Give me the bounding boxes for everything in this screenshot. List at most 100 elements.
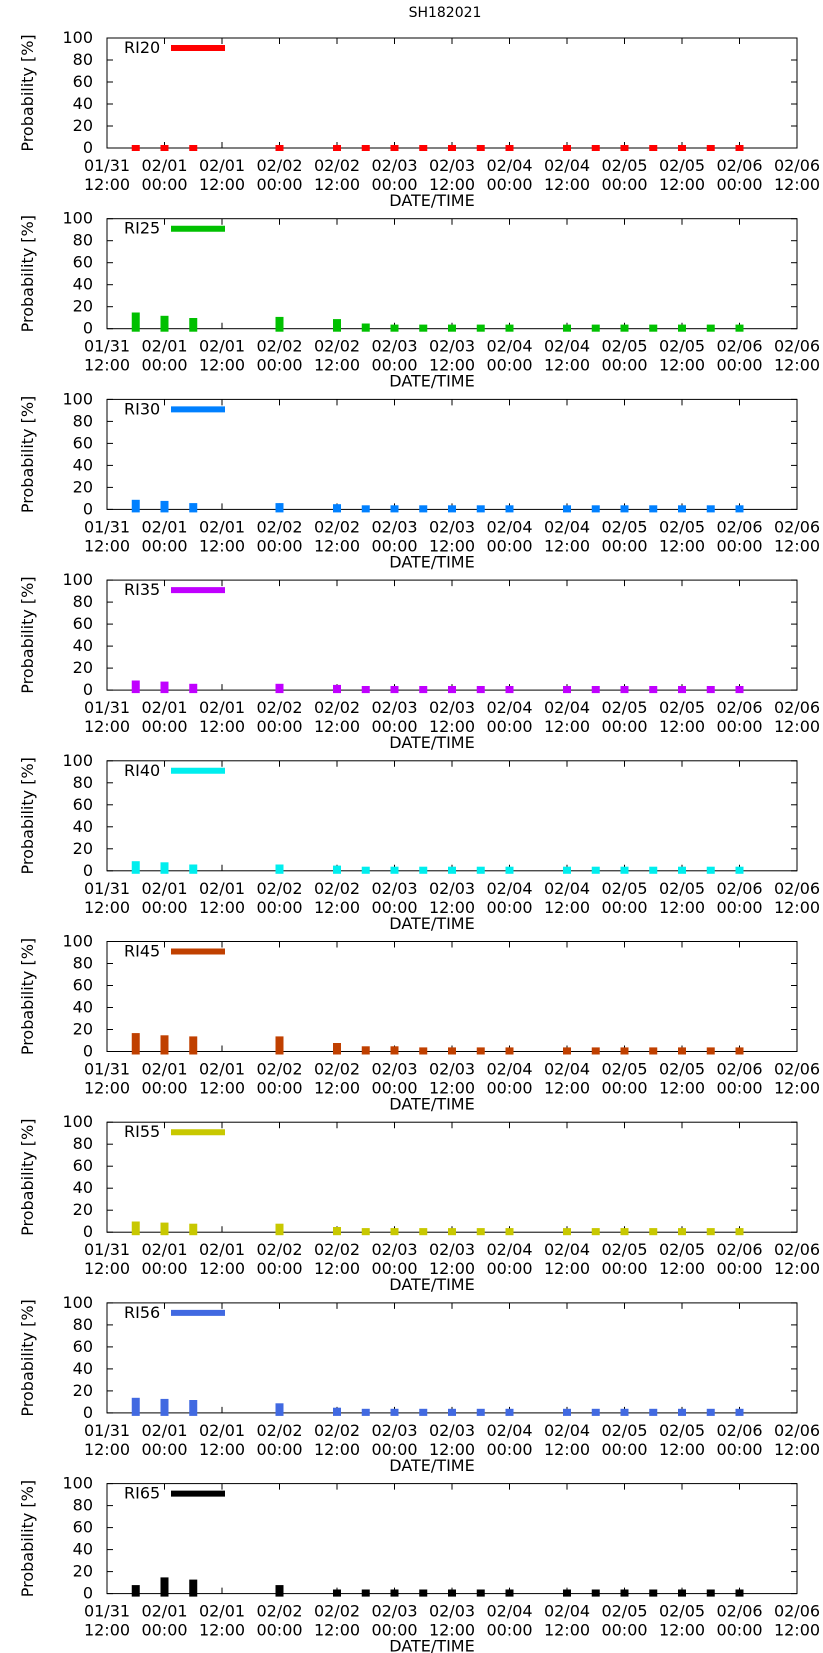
x-tick-label-date: 02/02 — [314, 1421, 360, 1440]
bar-ri35 — [448, 686, 456, 694]
legend-label: RI30 — [124, 399, 160, 418]
plot-frame — [106, 37, 798, 149]
bar-ri65 — [678, 1589, 686, 1597]
x-tick-label-date: 02/02 — [256, 1240, 302, 1259]
plot-frame — [106, 1483, 798, 1595]
bar-ri30 — [160, 500, 169, 513]
legend-label: RI40 — [124, 761, 160, 780]
bar-ri40 — [649, 866, 658, 874]
x-tick-label-date: 02/03 — [429, 1421, 475, 1440]
bar-ri55 — [189, 1223, 198, 1236]
y-tick-label: 40 — [73, 817, 93, 836]
x-tick-label-date: 02/05 — [659, 1060, 705, 1079]
bar-ri35 — [189, 683, 198, 694]
x-tick-label-time: 12:00 — [84, 1079, 130, 1098]
bar-ri40 — [333, 865, 341, 874]
bar-ri35 — [160, 681, 169, 694]
legend-label: RI25 — [124, 219, 160, 238]
y-tick-label: 60 — [73, 1156, 93, 1175]
y-tick-label: 80 — [73, 50, 93, 69]
y-tick-label: 100 — [62, 570, 93, 589]
y-tick-label: 0 — [83, 1584, 93, 1603]
x-tick-label-date: 02/03 — [371, 1060, 417, 1079]
bar-ri55 — [160, 1222, 169, 1236]
bar-ri40 — [275, 864, 284, 874]
x-tick-label-date: 02/05 — [659, 337, 705, 356]
bar-ri20 — [591, 145, 600, 151]
x-tick-label-time: 00:00 — [716, 1440, 762, 1459]
x-tick-label-time: 12:00 — [659, 898, 705, 917]
x-tick-label-date: 01/31 — [84, 337, 130, 356]
x-tick-label-date: 01/31 — [84, 1060, 130, 1079]
bar-ri35 — [678, 686, 686, 694]
bar-ri56 — [476, 1408, 485, 1416]
y-tick-label: 100 — [62, 389, 93, 408]
x-tick-label-date: 02/01 — [199, 879, 245, 898]
x-tick-label-time: 00:00 — [486, 1259, 532, 1278]
x-tick-label-time: 00:00 — [141, 175, 187, 194]
x-tick-label-time: 00:00 — [256, 898, 302, 917]
x-tick-label-time: 00:00 — [716, 536, 762, 555]
x-tick-label-date: 02/04 — [544, 517, 590, 536]
bar-ri65 — [706, 1589, 715, 1597]
bar-ri25 — [563, 324, 571, 332]
bar-ri25 — [476, 324, 485, 332]
panel-ri40: 02040608010001/3112:0002/0100:0002/0112:… — [18, 751, 820, 933]
x-tick-label-time: 12:00 — [199, 1440, 245, 1459]
y-tick-label: 20 — [73, 839, 93, 858]
x-tick-label-date: 02/01 — [199, 1421, 245, 1440]
x-tick-label-date: 02/01 — [141, 156, 187, 175]
x-tick-label-time: 00:00 — [486, 1621, 532, 1640]
x-tick-label-date: 02/04 — [544, 337, 590, 356]
bar-ri25 — [649, 324, 658, 332]
x-tick-label-time: 12:00 — [774, 175, 820, 194]
bar-ri55 — [591, 1228, 600, 1236]
x-tick-label-date: 02/01 — [141, 517, 187, 536]
bar-ri25 — [189, 318, 198, 332]
x-tick-label-time: 12:00 — [314, 717, 360, 736]
x-tick-label-time: 12:00 — [659, 1621, 705, 1640]
x-axis-label: DATE/TIME — [389, 1275, 474, 1294]
x-tick-label-time: 12:00 — [199, 898, 245, 917]
x-tick-label-time: 00:00 — [371, 356, 417, 375]
y-tick-label: 40 — [73, 94, 93, 113]
x-tick-label-date: 02/05 — [601, 879, 647, 898]
x-tick-label-date: 02/02 — [314, 698, 360, 717]
bar-ri35 — [591, 686, 600, 694]
x-tick-label-time: 12:00 — [429, 898, 475, 917]
x-tick-label-date: 02/05 — [601, 517, 647, 536]
panel-ri45: 02040608010001/3112:0002/0100:0002/0112:… — [18, 932, 820, 1114]
x-tick-label-date: 02/06 — [774, 1421, 820, 1440]
y-tick-label: 40 — [73, 1540, 93, 1559]
bar-ri35 — [735, 686, 744, 694]
bar-ri20 — [333, 145, 341, 151]
bar-ri45 — [706, 1047, 715, 1055]
bar-ri30 — [333, 504, 341, 513]
bar-ri45 — [476, 1047, 485, 1055]
x-tick-label-time: 12:00 — [659, 1079, 705, 1098]
x-tick-label-time: 00:00 — [486, 536, 532, 555]
x-tick-label-time: 12:00 — [314, 1621, 360, 1640]
x-tick-label-date: 02/04 — [486, 1240, 532, 1259]
x-tick-label-time: 12:00 — [84, 898, 130, 917]
bar-ri65 — [505, 1589, 514, 1597]
x-tick-label-date: 02/02 — [256, 1602, 302, 1621]
bar-ri40 — [505, 866, 514, 874]
bar-ri65 — [390, 1589, 399, 1597]
x-axis-label: DATE/TIME — [389, 1456, 474, 1475]
x-tick-label-date: 02/06 — [716, 1240, 762, 1259]
x-axis-label: DATE/TIME — [389, 733, 474, 752]
x-tick-label-date: 02/02 — [256, 337, 302, 356]
x-tick-label-date: 02/04 — [486, 698, 532, 717]
y-axis-label: Probability [%] — [18, 215, 37, 332]
bar-ri40 — [563, 866, 571, 874]
y-tick-label: 40 — [73, 275, 93, 294]
x-tick-label-time: 12:00 — [544, 1621, 590, 1640]
bar-ri30 — [419, 505, 428, 513]
bar-ri65 — [591, 1589, 600, 1597]
bar-ri65 — [361, 1589, 370, 1597]
bar-ri35 — [390, 686, 399, 694]
x-tick-label-time: 00:00 — [141, 898, 187, 917]
x-tick-label-date: 02/02 — [256, 1060, 302, 1079]
x-tick-label-time: 00:00 — [141, 1621, 187, 1640]
